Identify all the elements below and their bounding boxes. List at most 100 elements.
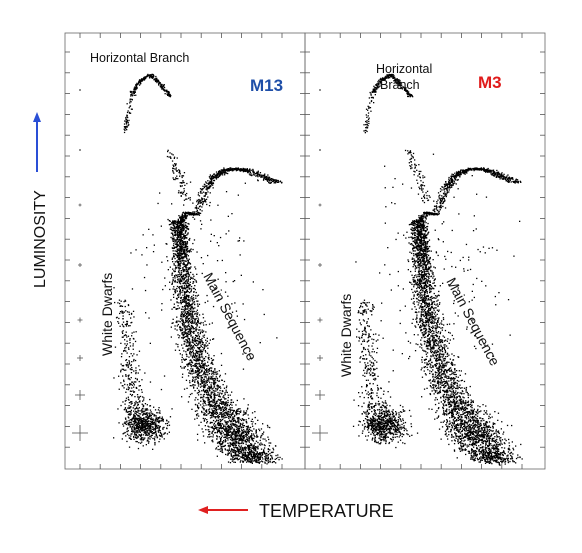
star-point [196, 352, 197, 353]
star-point [217, 409, 218, 410]
star-point [213, 402, 214, 403]
star-point [199, 360, 200, 361]
star-point [186, 298, 187, 299]
star-point [129, 113, 130, 114]
star-point [131, 93, 132, 94]
star-point [149, 413, 150, 414]
star-point [118, 318, 119, 319]
star-point [131, 395, 132, 396]
star-point [226, 390, 227, 391]
star-point [207, 391, 208, 392]
star-point [209, 324, 210, 325]
star-point [233, 455, 234, 456]
star-point [233, 169, 234, 170]
star-point [227, 400, 228, 401]
star-point [193, 276, 194, 277]
star-point [197, 413, 198, 414]
star-point [134, 404, 135, 405]
star-point [176, 288, 177, 289]
star-point [230, 444, 231, 445]
star-point [142, 408, 143, 409]
star-point [237, 430, 238, 431]
star-point [182, 330, 183, 331]
m13-stars [113, 74, 283, 465]
star-point [185, 339, 186, 340]
star-point [179, 250, 180, 251]
star-point [260, 444, 261, 445]
star-point [197, 324, 198, 325]
star-point [124, 132, 125, 133]
star-point [222, 446, 223, 447]
star-point [275, 455, 276, 456]
star-point [246, 437, 247, 438]
star-point [260, 461, 261, 462]
star-point [155, 427, 156, 428]
star-point [123, 326, 124, 327]
star-point [127, 126, 128, 127]
star-point [167, 423, 168, 424]
star-point [189, 310, 190, 311]
star-point [260, 440, 261, 441]
star-point [191, 393, 192, 394]
star-point [194, 341, 195, 342]
star-point [206, 199, 207, 200]
star-point [175, 228, 176, 229]
star-point [255, 173, 256, 174]
star-point [193, 297, 194, 298]
star-point [200, 397, 201, 398]
star-point [177, 305, 178, 306]
star-point [128, 360, 129, 361]
star-point [190, 251, 191, 252]
star-point [182, 290, 183, 291]
star-point [241, 442, 242, 443]
star-point [186, 234, 187, 235]
star-point [189, 353, 190, 354]
star-point [246, 447, 247, 448]
star-point [205, 201, 206, 202]
star-point [182, 180, 183, 181]
star-point [175, 241, 176, 242]
star-point [190, 394, 191, 395]
star-point [156, 433, 157, 434]
star-point [126, 398, 127, 399]
star-point [173, 248, 174, 249]
star-point [125, 306, 126, 307]
luminosity-label: LUMINOSITY [32, 190, 49, 288]
star-point [180, 253, 181, 254]
star-point [133, 353, 134, 354]
star-point [135, 367, 136, 368]
star-point [135, 421, 136, 422]
star-point [219, 449, 220, 450]
star-point [214, 378, 215, 379]
star-point [211, 362, 212, 363]
star-point [180, 280, 181, 281]
star-point [182, 377, 183, 378]
star-point [214, 423, 215, 424]
star-point [183, 217, 184, 218]
star-point [138, 389, 139, 390]
star-point [204, 364, 205, 365]
star-point [213, 359, 214, 360]
star-point [180, 321, 181, 322]
star-point [182, 295, 183, 296]
star-point [135, 401, 136, 402]
star-point [208, 365, 209, 366]
star-point [201, 371, 202, 372]
star-point [193, 215, 194, 216]
star-point [119, 303, 120, 304]
star-point [210, 395, 211, 396]
star-point [143, 413, 144, 414]
star-point [197, 303, 198, 304]
star-point [207, 384, 208, 385]
star-point [207, 380, 208, 381]
star-point [132, 93, 133, 94]
star-point [123, 322, 124, 323]
star-point [168, 94, 169, 95]
star-point [182, 362, 183, 363]
star-point [175, 280, 176, 281]
star-point [180, 235, 181, 236]
star-point [190, 354, 191, 355]
star-point [145, 76, 146, 77]
star-point [186, 193, 187, 194]
star-point [243, 461, 244, 462]
